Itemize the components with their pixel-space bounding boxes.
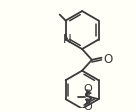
Text: S: S	[83, 91, 92, 104]
Text: N: N	[63, 33, 71, 46]
Text: O: O	[103, 52, 113, 65]
Text: O: O	[84, 101, 92, 111]
Text: O: O	[84, 83, 92, 93]
